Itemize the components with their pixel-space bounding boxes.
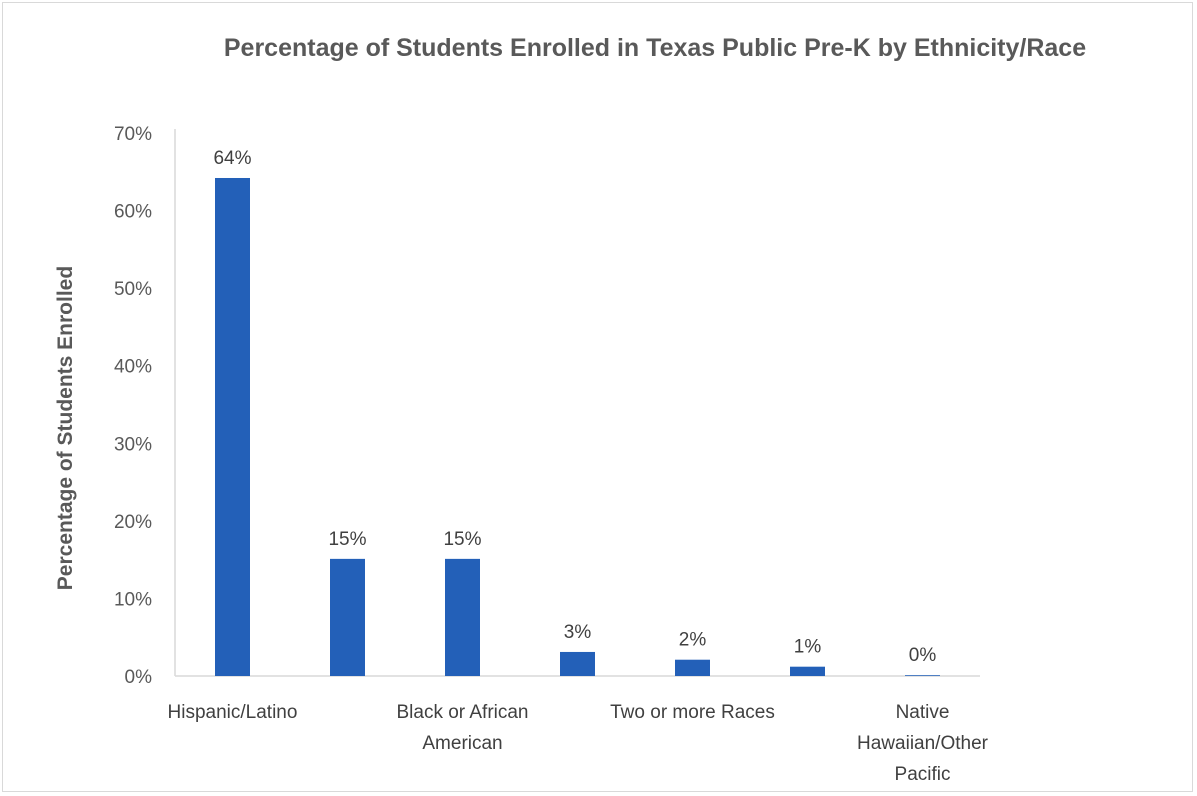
bar <box>330 558 365 676</box>
bar <box>905 675 940 676</box>
y-axis-title: Percentage of Students Enrolled <box>54 266 77 590</box>
y-tick-label: 60% <box>114 202 152 223</box>
y-tick-label: 20% <box>114 512 152 533</box>
bar <box>215 177 250 676</box>
data-label: 15% <box>443 529 481 550</box>
y-tick-label: 50% <box>114 279 152 300</box>
y-tick-labels: 0% 10% 20% 30% 40% 50% 60% 70% <box>114 124 152 688</box>
bar <box>675 659 710 676</box>
data-label: 64% <box>213 148 251 169</box>
data-label: 1% <box>794 637 822 658</box>
y-tick-label: 40% <box>114 357 152 378</box>
x-category-label: Black or African American <box>397 702 529 754</box>
chart-title: Percentage of Students Enrolled in Texas… <box>224 34 1086 62</box>
bars <box>215 177 940 676</box>
bar <box>560 651 595 676</box>
y-tick-label: 10% <box>114 589 152 610</box>
bar <box>445 558 480 676</box>
y-tick-label: 70% <box>114 124 152 145</box>
data-labels: 64% 15% 15% 3% 2% 1% 0% <box>213 148 936 666</box>
y-tick-label: 30% <box>114 434 152 455</box>
data-label: 0% <box>909 645 937 666</box>
data-label: 15% <box>328 529 366 550</box>
bar <box>790 666 825 676</box>
category-labels: Hispanic/Latino Black or African American T… <box>168 702 989 785</box>
x-category-label: Hispanic/Latino <box>168 702 298 723</box>
data-label: 2% <box>679 630 707 651</box>
data-label: 3% <box>564 622 592 643</box>
x-category-label: Native Hawaiian/Other Pacific <box>857 702 989 785</box>
x-category-label: Two or more Races <box>610 702 775 723</box>
y-tick-label: 0% <box>125 667 153 688</box>
